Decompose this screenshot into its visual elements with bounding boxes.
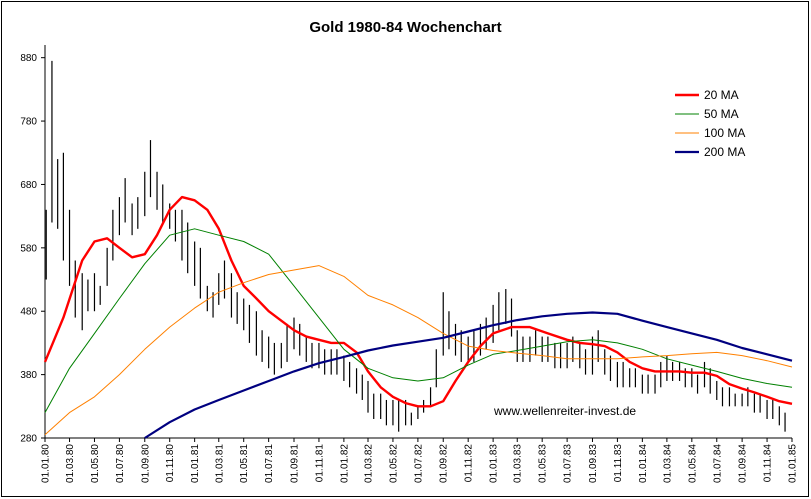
- x-tick-label: 01.09.84: [738, 444, 749, 483]
- x-tick-label: 01.01.84: [638, 444, 649, 483]
- x-tick-label: 01.07.82: [413, 444, 424, 483]
- x-tick-label: 01.05.84: [687, 444, 698, 483]
- x-tick-label: 01.11.83: [613, 444, 624, 483]
- x-tick-label: 01.09.80: [140, 444, 151, 483]
- series-line-20-ma: [43, 195, 793, 408]
- x-tick-label: 01.05.83: [538, 444, 549, 483]
- y-tick-label: 680: [20, 180, 37, 191]
- legend-label-20-ma: 20 MA: [704, 88, 739, 102]
- x-tick-label: 01.03.82: [364, 444, 375, 483]
- x-tick-label: 01.11.81: [314, 444, 325, 483]
- y-tick-label: 880: [20, 53, 37, 64]
- y-tick-label: 480: [20, 307, 37, 318]
- legend-label-50-ma: 50 MA: [704, 107, 739, 121]
- x-tick-label: 01.01.81: [190, 444, 201, 483]
- x-tick-label: 01.01.80: [41, 444, 52, 483]
- x-tick-label: 01.05.80: [90, 444, 101, 483]
- x-tick-label: 01.11.80: [165, 444, 176, 483]
- x-tick-label: 01.09.82: [439, 444, 450, 483]
- series-line-200-ma: [144, 311, 793, 439]
- series-line-100-ma: [44, 265, 793, 436]
- x-tick-label: 01.07.81: [264, 444, 275, 483]
- credit-text: www.wellenreiter-invest.de: [493, 404, 636, 418]
- y-tick-label: 380: [20, 370, 37, 381]
- x-tick-label: 01.11.84: [763, 444, 774, 483]
- x-tick-label: 01.05.81: [239, 444, 250, 483]
- y-tick-label: 580: [20, 243, 37, 254]
- x-tick-label: 01.03.83: [513, 444, 524, 483]
- x-tick-label: 01.07.83: [563, 444, 574, 483]
- x-tick-label: 01.03.84: [662, 444, 673, 483]
- legend-label-100-ma: 100 MA: [704, 126, 745, 140]
- legend-label-200-ma: 200 MA: [704, 145, 745, 159]
- x-tick-label: 01.05.82: [388, 444, 399, 483]
- x-tick-label: 01.03.80: [65, 444, 76, 483]
- x-tick-label: 01.09.83: [588, 444, 599, 483]
- y-tick-label: 280: [20, 434, 37, 445]
- y-tick-label: 780: [20, 117, 37, 128]
- chart-title: Gold 1980-84 Wochenchart: [309, 19, 502, 36]
- x-tick-label: 01.01.82: [339, 444, 350, 483]
- series-line-50-ma: [44, 228, 793, 413]
- x-tick-label: 01.09.81: [290, 444, 301, 483]
- x-tick-label: 01.07.80: [115, 444, 126, 483]
- x-tick-label: 01.01.83: [489, 444, 500, 483]
- x-tick-label: 01.07.84: [712, 444, 723, 483]
- x-tick-label: 01.01.85: [788, 444, 799, 483]
- x-tick-label: 01.03.81: [214, 444, 225, 483]
- x-tick-label: 01.11.82: [464, 444, 475, 483]
